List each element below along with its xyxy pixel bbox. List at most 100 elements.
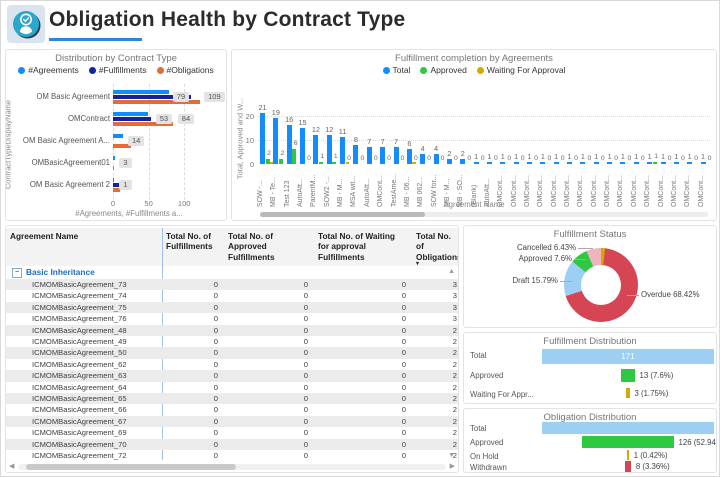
total-bar[interactable]: [433, 154, 439, 164]
waiting-bar[interactable]: [412, 162, 416, 164]
total-bar[interactable]: [473, 161, 479, 164]
table-row[interactable]: ICMOMBasicAgreement_67 0 0 0 2: [6, 415, 458, 428]
legend-item--obligations[interactable]: #Obligations: [156, 65, 214, 75]
table-row[interactable]: ICMOMBasicAgreement_63 0 0 0 2: [6, 370, 458, 382]
total-bar[interactable]: [500, 161, 506, 164]
Obligations-bar[interactable]: [113, 121, 173, 126]
total-bar[interactable]: [687, 161, 693, 164]
legend-item-total[interactable]: Total: [382, 65, 410, 75]
total-bar[interactable]: [647, 161, 653, 164]
legend-item-waiting-for-approval[interactable]: Waiting For Approval: [476, 65, 565, 75]
Agreements-bar[interactable]: [113, 89, 170, 94]
table-row[interactable]: ICMOMBasicAgreement_74 0 0 0 3: [6, 290, 458, 301]
funnel-bar-approved[interactable]: [621, 369, 635, 382]
scrollbar-thumb[interactable]: [260, 212, 425, 217]
total-bar[interactable]: [460, 159, 466, 164]
table-row[interactable]: ICMOMBasicAgreement_72 0 0 0 2: [6, 450, 458, 461]
Obligations-bar[interactable]: [113, 143, 131, 148]
table-row[interactable]: ICMOMBasicAgreement_76 0 0 0 3: [6, 313, 458, 324]
total-bar[interactable]: [380, 147, 386, 164]
collapse-group-icon[interactable]: −: [12, 268, 22, 278]
waiting-bar[interactable]: [270, 162, 274, 164]
column-header-3[interactable]: Total No. of Waiting for approval Fulfil…: [314, 228, 412, 266]
legend-item--fulfillments[interactable]: #Fulfillments: [88, 65, 147, 75]
funnel-bar-approved[interactable]: [582, 436, 674, 448]
table-row[interactable]: ICMOMBasicAgreement_75 0 0 0 3: [6, 301, 458, 314]
total-bar[interactable]: [300, 127, 306, 164]
column-header-1[interactable]: Total No. of Fulfillments: [162, 228, 224, 266]
table-row[interactable]: ICMOMBasicAgreement_70 0 0 0 2: [6, 438, 458, 450]
column-header-4[interactable]: Total No. of Obligations ▾: [412, 228, 458, 268]
total-bar[interactable]: [513, 161, 519, 164]
approved-bar[interactable]: [278, 159, 283, 164]
total-bar[interactable]: [660, 161, 666, 164]
sort-descending-icon[interactable]: ▾: [416, 261, 420, 268]
approved-bar[interactable]: [265, 159, 270, 164]
legend-item--agreements[interactable]: #Agreements: [18, 65, 79, 75]
total-bar[interactable]: [353, 144, 359, 164]
table-scroll-down-icon[interactable]: ▼: [448, 452, 455, 459]
column-header-2[interactable]: Total No. of Approved Fulfillments: [224, 228, 314, 266]
approved-bar[interactable]: [318, 161, 323, 164]
table-scroll-right-icon[interactable]: ▶: [449, 463, 455, 470]
table-group-row[interactable]: − Basic Inheritance: [6, 266, 458, 279]
total-bar[interactable]: [393, 147, 399, 164]
total-bar[interactable]: [313, 134, 319, 164]
total-bar[interactable]: [580, 161, 586, 164]
total-bar[interactable]: [607, 161, 613, 164]
total-bar[interactable]: [366, 147, 372, 164]
total-bar[interactable]: [273, 117, 279, 164]
table-horizontal-scrollbar[interactable]: [18, 464, 446, 470]
funnel-bar-withdrawn[interactable]: [625, 461, 631, 472]
funnel-bar-on-hold[interactable]: [627, 450, 629, 460]
total-bar[interactable]: [700, 161, 706, 164]
table-row[interactable]: ICMOMBasicAgreement_62 0 0 0 2: [6, 359, 458, 370]
total-bar[interactable]: [486, 161, 492, 164]
table-row[interactable]: ICMOMBasicAgreement_64 0 0 0 2: [6, 382, 458, 393]
total-bar[interactable]: [286, 125, 292, 164]
column-header-0[interactable]: Agreement Name: [6, 228, 162, 266]
total-bar[interactable]: [593, 161, 599, 164]
total-bar[interactable]: [553, 161, 559, 164]
table-row[interactable]: ICMOMBasicAgreement_49 0 0 0 2: [6, 336, 458, 347]
total-bar[interactable]: [540, 161, 546, 164]
Fulfillments-bar[interactable]: [113, 116, 151, 121]
table-scroll-left-icon[interactable]: ◀: [9, 463, 15, 470]
table-row[interactable]: ICMOMBasicAgreement_65 0 0 0 2: [6, 393, 458, 405]
table-row[interactable]: ICMOMBasicAgreement_69 0 0 0 2: [6, 427, 458, 438]
scrollbar-thumb[interactable]: [26, 464, 236, 470]
total-bar[interactable]: [420, 154, 426, 164]
table-scroll-up-icon[interactable]: ▲: [448, 268, 455, 275]
funnel-bar-total[interactable]: [542, 422, 714, 434]
total-bar[interactable]: [527, 161, 532, 164]
total-bar[interactable]: [567, 161, 573, 164]
waiting-bar[interactable]: [345, 162, 350, 164]
Agreements-bar[interactable]: [113, 111, 148, 116]
funnel-bar-waiting-for-appr-[interactable]: [626, 388, 630, 398]
approved-bar[interactable]: [652, 161, 657, 164]
legend-item-approved[interactable]: Approved: [420, 65, 467, 75]
Agreements-bar[interactable]: [113, 177, 114, 182]
table-row[interactable]: ICMOMBasicAgreement_50 0 0 0 2: [6, 347, 458, 359]
Obligations-bar[interactable]: [113, 187, 121, 192]
chart-horizontal-scrollbar[interactable]: [260, 212, 708, 217]
Agreements-bar[interactable]: [113, 133, 123, 138]
table-row[interactable]: ICMOMBasicAgreement_73 0 0 0 3: [6, 279, 458, 291]
approved-bar[interactable]: [292, 149, 297, 164]
Obligations-bar[interactable]: [113, 99, 200, 104]
Agreements-bar[interactable]: [113, 155, 116, 160]
total-bar[interactable]: [673, 161, 679, 164]
Fulfillments-bar[interactable]: [113, 182, 120, 187]
total-bar[interactable]: [446, 159, 452, 164]
total-bar[interactable]: [406, 149, 412, 164]
table-row[interactable]: ICMOMBasicAgreement_66 0 0 0 2: [6, 404, 458, 415]
total-bar[interactable]: [633, 161, 639, 164]
total-bar[interactable]: [326, 134, 332, 164]
Obligations-bar[interactable]: [113, 165, 115, 170]
total-bar[interactable]: [340, 137, 346, 164]
table-row[interactable]: ICMOMBasicAgreement_48 0 0 0 2: [6, 324, 458, 336]
Fulfillments-bar[interactable]: [113, 94, 191, 99]
total-bar[interactable]: [620, 161, 626, 164]
total-bar[interactable]: [260, 113, 265, 164]
funnel-bar-total[interactable]: [542, 349, 714, 364]
